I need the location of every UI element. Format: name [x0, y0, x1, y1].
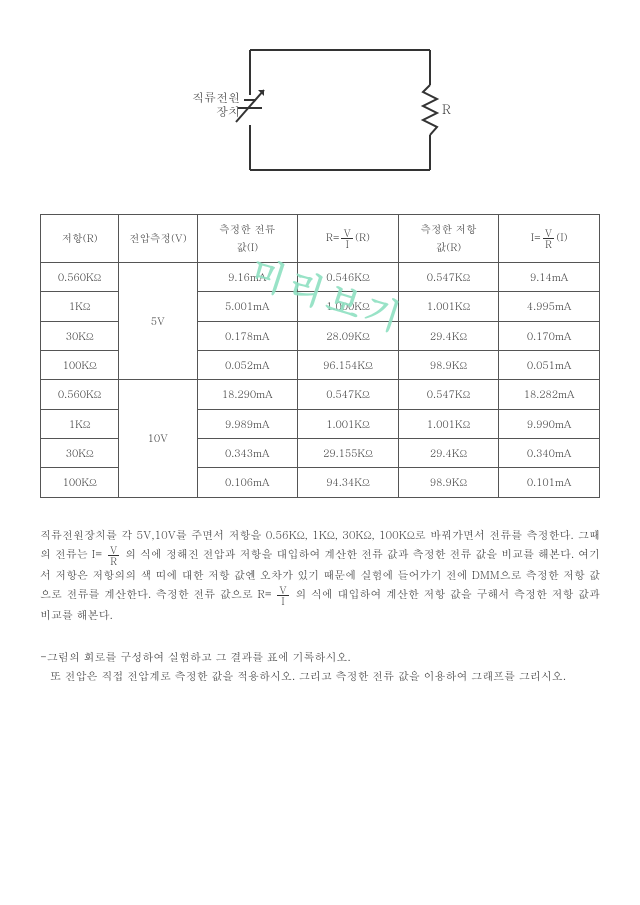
task-instructions: -그림의 회로를 구성하여 실험하고 그 결과를 표에 기록하시오. 또 전압은…: [40, 648, 600, 687]
cell-resistance: 30KΩ: [41, 321, 119, 350]
task-line-1: -그림의 회로를 구성하여 실험하고 그 결과를 표에 기록하시오.: [40, 648, 600, 667]
cell-calc-current: 18.282mA: [499, 380, 600, 409]
cell-measured-current: 0.052mA: [197, 350, 298, 379]
cell-measured-resistance: 98.9KΩ: [398, 350, 499, 379]
cell-calc-current: 4.995mA: [499, 292, 600, 321]
cell-measured-resistance: 1.001KΩ: [398, 292, 499, 321]
table-header-cell: 전압측정(V): [119, 215, 197, 263]
cell-resistance: 1KΩ: [41, 292, 119, 321]
circuit-diagram-container: 직류전원장치R: [40, 30, 600, 190]
document-page: 미리보기 직류전원장치R 저항(R)전압측정(V)측정한 전류값(I)R=VI(…: [0, 0, 640, 905]
cell-measured-resistance: 0.547KΩ: [398, 262, 499, 291]
measurement-table: 저항(R)전압측정(V)측정한 전류값(I)R=VI(R)측정한 저항값(R)I…: [40, 214, 600, 498]
table-header-cell-formula: I=VR(I): [499, 215, 600, 263]
cell-measured-resistance: 1.001KΩ: [398, 409, 499, 438]
cell-calc-resistance: 29.155KΩ: [298, 439, 399, 468]
cell-resistance: 1KΩ: [41, 409, 119, 438]
cell-measured-current: 18.290mA: [197, 380, 298, 409]
task-line-2: 또 전압은 직접 전압계로 측정한 값을 적용하시오. 그리고 측정한 전류 값…: [40, 667, 600, 686]
cell-measured-resistance: 0.547KΩ: [398, 380, 499, 409]
cell-measured-current: 5.001mA: [197, 292, 298, 321]
cell-measured-current: 9.989mA: [197, 409, 298, 438]
cell-measured-current: 0.106mA: [197, 468, 298, 497]
cell-calc-resistance: 0.546KΩ: [298, 262, 399, 291]
table-header-cell: 저항(R): [41, 215, 119, 263]
svg-text:R: R: [442, 99, 451, 118]
cell-resistance: 0.560KΩ: [41, 262, 119, 291]
cell-calc-current: 9.14mA: [499, 262, 600, 291]
table-header-cell: 측정한 저항값(R): [398, 215, 499, 263]
cell-measured-resistance: 98.9KΩ: [398, 468, 499, 497]
cell-calc-resistance: 96.154KΩ: [298, 350, 399, 379]
cell-calc-current: 9.990mA: [499, 409, 600, 438]
cell-calc-current: 0.101mA: [499, 468, 600, 497]
table-row: 0.560KΩ5V9.16mA0.546KΩ0.547KΩ9.14mA: [41, 262, 600, 291]
cell-calc-resistance: 0.547KΩ: [298, 380, 399, 409]
cell-calc-current: 0.340mA: [499, 439, 600, 468]
cell-voltage: 5V: [119, 262, 197, 380]
cell-calc-current: 0.170mA: [499, 321, 600, 350]
cell-calc-resistance: 1.000KΩ: [298, 292, 399, 321]
cell-resistance: 100KΩ: [41, 350, 119, 379]
explanation-paragraph: 직류전원장치를 각 5V,10V를 주면서 저항을 0.56KΩ, 1KΩ, 3…: [40, 526, 600, 626]
cell-measured-current: 9.16mA: [197, 262, 298, 291]
circuit-diagram: 직류전원장치R: [170, 30, 470, 190]
table-header-cell-formula: R=VI(R): [298, 215, 399, 263]
svg-text:장치: 장치: [216, 103, 240, 120]
cell-calc-resistance: 28.09KΩ: [298, 321, 399, 350]
table-header-row: 저항(R)전압측정(V)측정한 전류값(I)R=VI(R)측정한 저항값(R)I…: [41, 215, 600, 263]
cell-calc-resistance: 94.34KΩ: [298, 468, 399, 497]
cell-resistance: 0.560KΩ: [41, 380, 119, 409]
cell-voltage: 10V: [119, 380, 197, 498]
cell-measured-current: 0.178mA: [197, 321, 298, 350]
formula-r-eq-v-over-i: R= VI: [257, 585, 290, 606]
cell-measured-resistance: 29.4KΩ: [398, 321, 499, 350]
formula-i-eq-v-over-r: I= VR: [92, 545, 122, 566]
cell-calc-current: 0.051mA: [499, 350, 600, 379]
cell-measured-current: 0.343mA: [197, 439, 298, 468]
table-row: 0.560KΩ10V18.290mA0.547KΩ0.547KΩ18.282mA: [41, 380, 600, 409]
table-header-cell: 측정한 전류값(I): [197, 215, 298, 263]
cell-calc-resistance: 1.001KΩ: [298, 409, 399, 438]
cell-resistance: 30KΩ: [41, 439, 119, 468]
cell-measured-resistance: 29.4KΩ: [398, 439, 499, 468]
cell-resistance: 100KΩ: [41, 468, 119, 497]
